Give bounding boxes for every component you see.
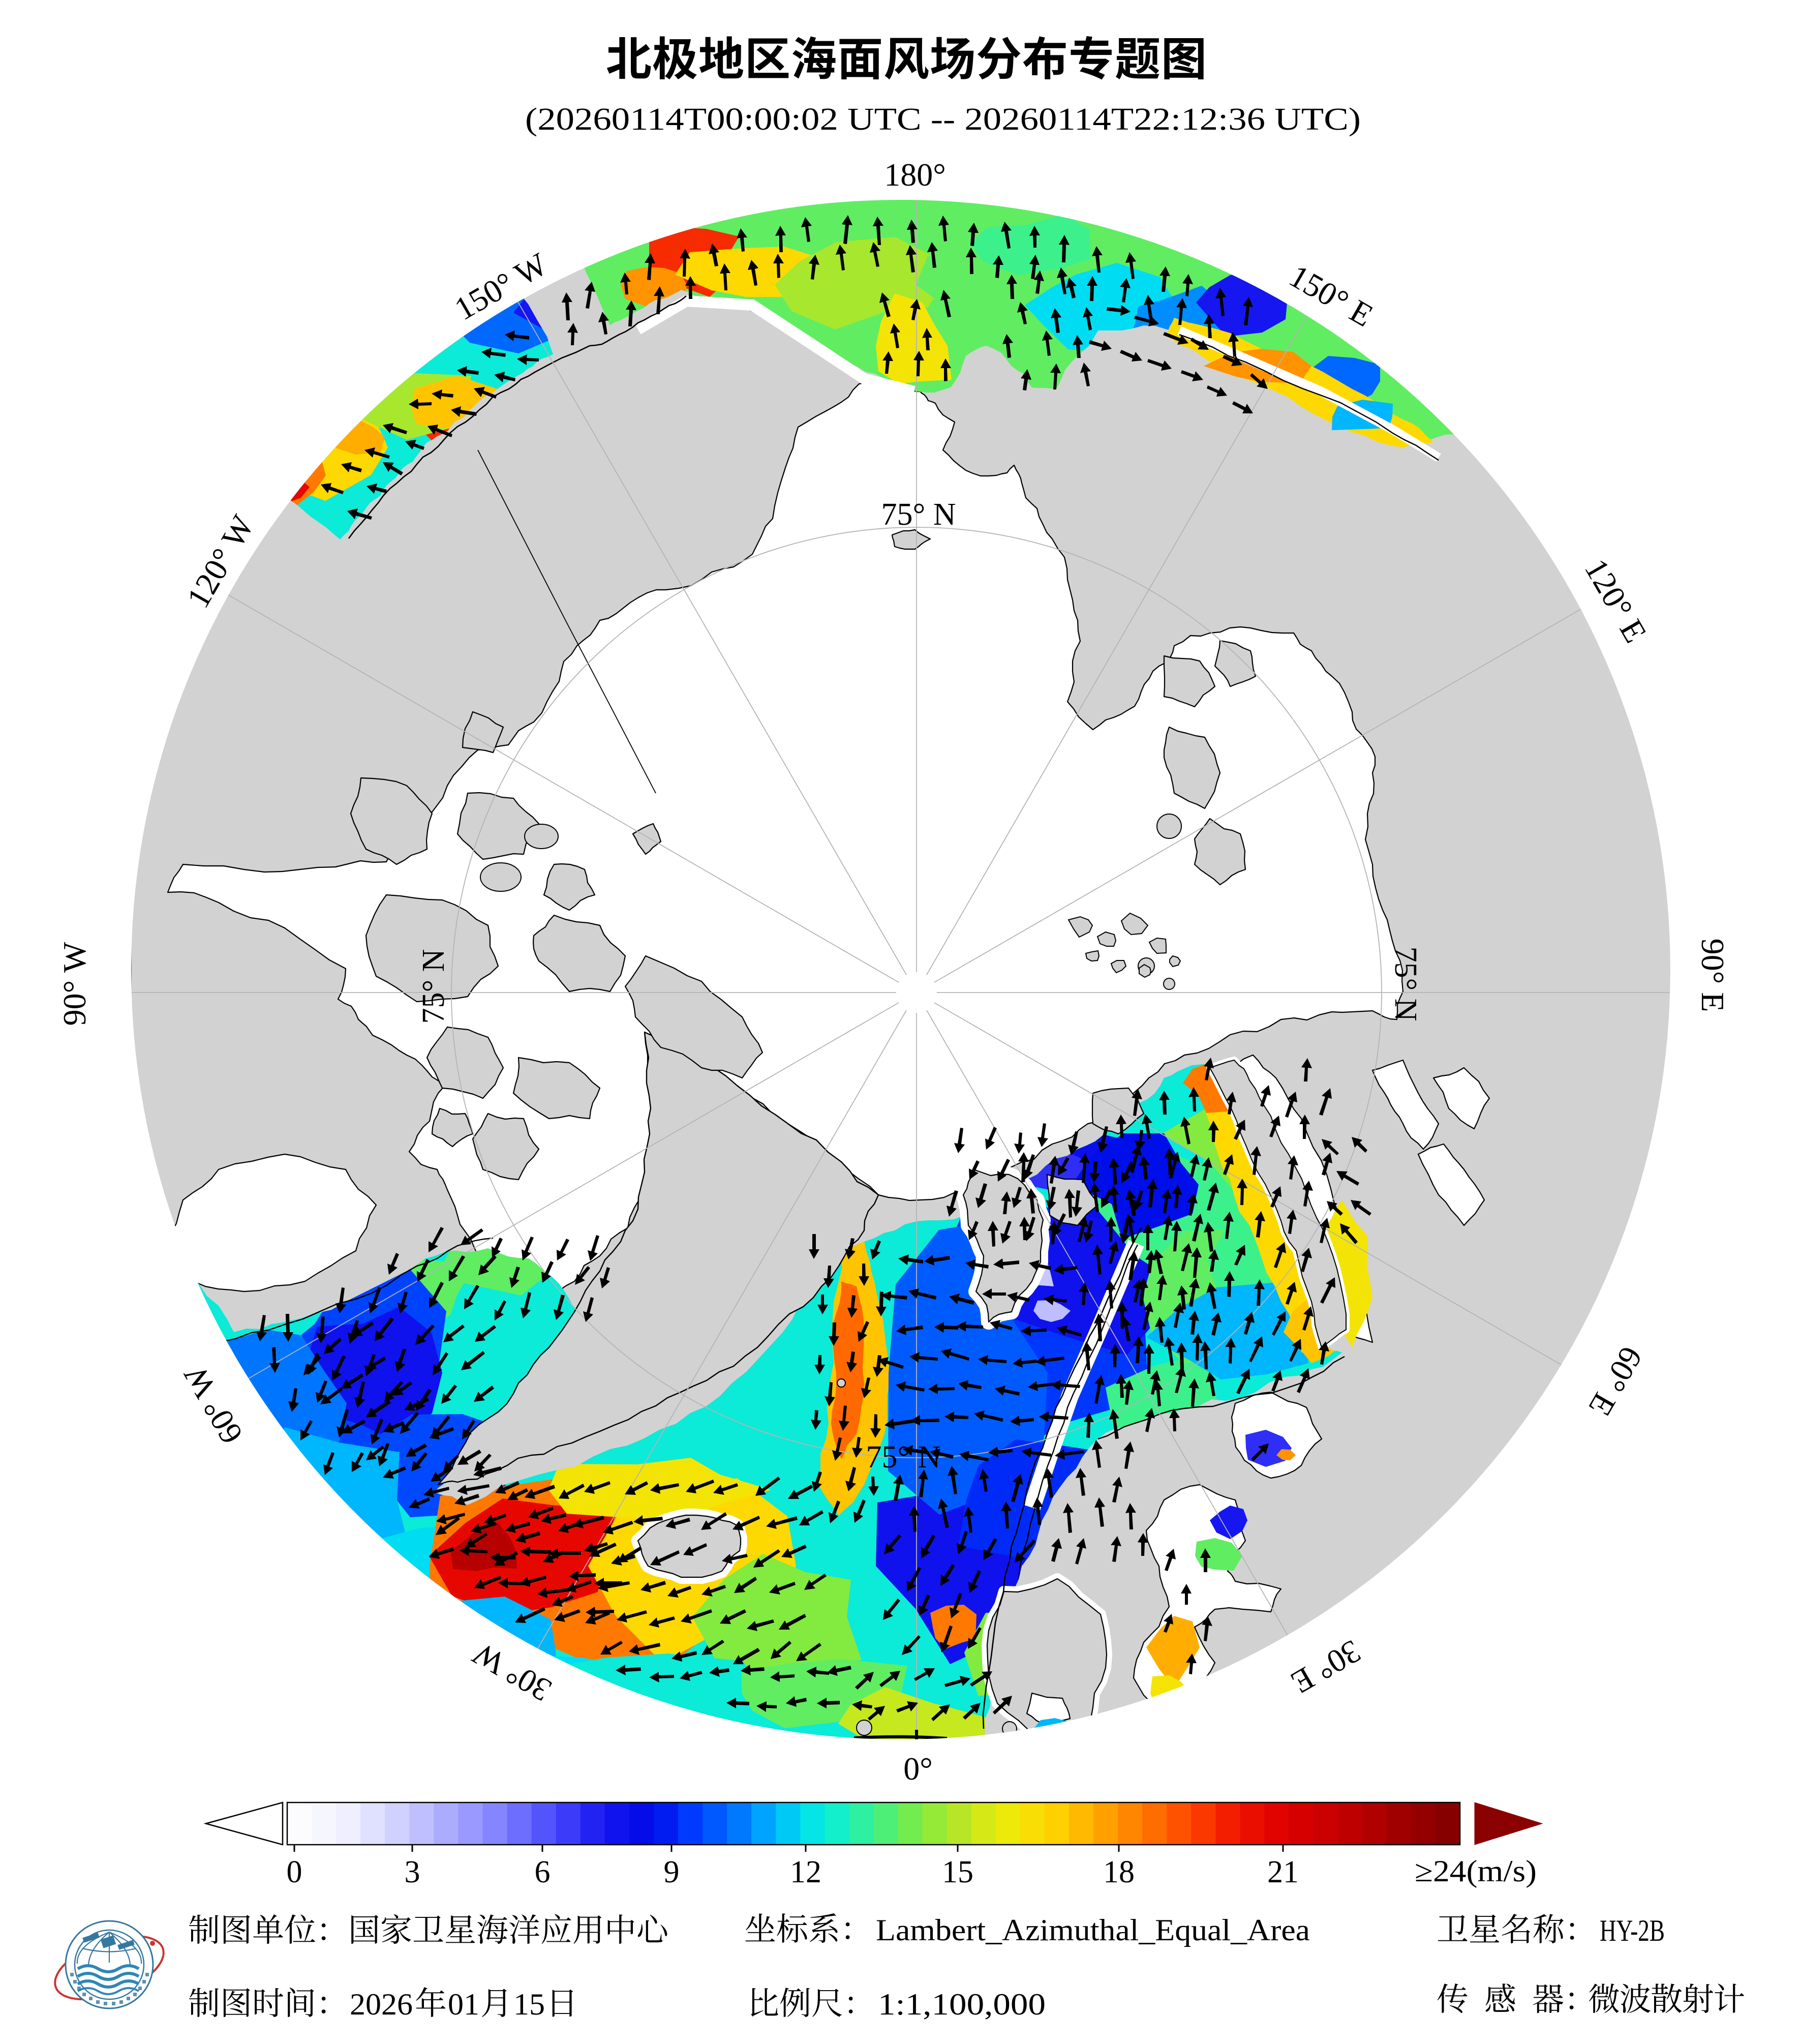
svg-text:75° N: 75° N (866, 1440, 940, 1475)
svg-text:0°: 0° (903, 1751, 933, 1787)
svg-text:75° N: 75° N (416, 949, 451, 1024)
svg-text:6: 6 (535, 1855, 551, 1889)
svg-text:75° N: 75° N (1388, 946, 1423, 1021)
svg-text:1:1,100,000: 1:1,100,000 (878, 1988, 1046, 2021)
svg-text:2026: 2026 (350, 1988, 413, 2021)
svg-text:9: 9 (664, 1855, 680, 1889)
svg-text:15: 15 (942, 1855, 973, 1889)
svg-text:3: 3 (405, 1855, 420, 1889)
svg-text:90° E: 90° E (1695, 939, 1731, 1012)
svg-text:01: 01 (448, 1988, 479, 2021)
svg-text:HY-2B: HY-2B (1600, 1914, 1665, 1947)
svg-text:21: 21 (1267, 1855, 1299, 1889)
svg-text:≥24(m/s): ≥24(m/s) (1415, 1854, 1537, 1888)
svg-text:(20260114T00:00:02 UTC -- 2026: (20260114T00:00:02 UTC -- 20260114T22:12… (525, 102, 1361, 137)
svg-text:15: 15 (513, 1988, 545, 2021)
svg-text:180°: 180° (884, 157, 946, 193)
svg-text:Lambert_Azimuthal_Equal_Area: Lambert_Azimuthal_Equal_Area (876, 1913, 1310, 1947)
svg-text:18: 18 (1103, 1855, 1135, 1889)
svg-text:12: 12 (790, 1855, 821, 1889)
svg-text:90° W: 90° W (56, 942, 93, 1026)
svg-text:75° N: 75° N (881, 497, 956, 532)
svg-text:0: 0 (287, 1855, 302, 1889)
